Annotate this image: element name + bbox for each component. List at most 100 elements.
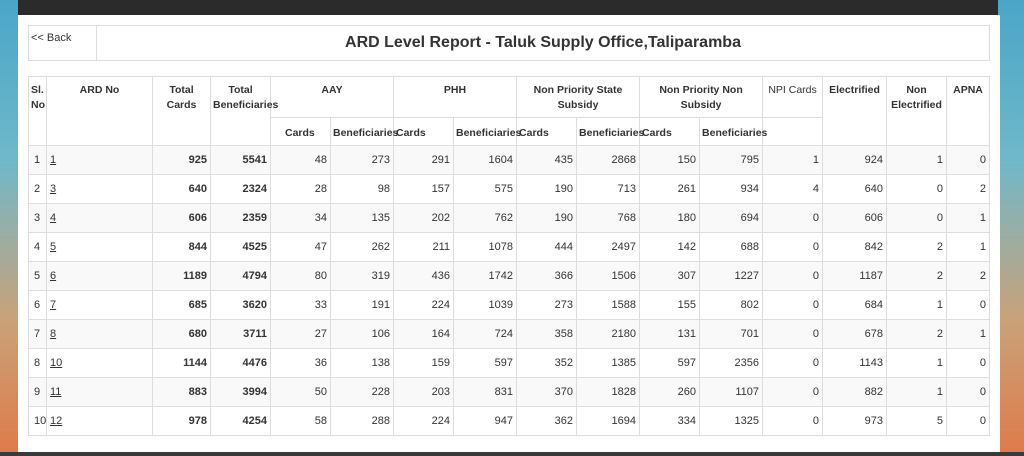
subheader-npns-cards: Cards — [639, 117, 701, 146]
ard-link[interactable]: 6 — [50, 270, 57, 282]
page-title: ARD Level Report - Taluk Supply Office,T… — [345, 34, 741, 51]
sl-no-cell: 7 — [28, 319, 47, 349]
total-beneficiaries-cell: 4525 — [210, 232, 271, 262]
phh-beneficiaries-cell: 575 — [452, 174, 518, 204]
ard-link[interactable]: 1 — [50, 154, 57, 166]
table-row: 3 4 606 2359 34 135 202 762 190 768 180 694 0 606 0 1 — [28, 203, 991, 233]
sl-no-cell: 6 — [28, 290, 47, 320]
aay-beneficiaries-cell: 288 — [330, 406, 394, 436]
subheader-phh-cards: Cards — [393, 117, 454, 146]
col-header-non-electrified: Non Electrified — [886, 76, 948, 146]
npi-cards-cell: 0 — [762, 261, 824, 291]
nps-beneficiaries-cell: 713 — [576, 174, 641, 204]
ard-link[interactable]: 8 — [50, 328, 57, 340]
electrified-cell: 684 — [822, 290, 888, 320]
total-cards-cell: 606 — [152, 203, 211, 233]
ard-link[interactable]: 11 — [50, 386, 62, 398]
non-electrified-cell: 1 — [886, 377, 948, 407]
phh-cards-cell: 157 — [393, 174, 454, 204]
phh-cards-cell: 164 — [393, 319, 454, 349]
npns-cards-cell: 150 — [639, 145, 701, 175]
phh-beneficiaries-cell: 947 — [452, 406, 518, 436]
aay-beneficiaries-cell: 273 — [330, 145, 394, 175]
table-row: 5 6 1189 4794 80 319 436 1742 366 1506 307 1227 0 118… — [28, 261, 991, 291]
ard-link[interactable]: 7 — [50, 299, 57, 311]
table-row: 6 7 685 3620 33 191 224 1039 273 1588 155 802 0 684 1 0 — [28, 290, 991, 320]
electrified-cell: 640 — [822, 174, 888, 204]
aay-cards-cell: 36 — [270, 348, 331, 378]
phh-beneficiaries-cell: 1078 — [452, 232, 518, 262]
npns-beneficiaries-cell: 1227 — [699, 261, 764, 291]
nps-cards-cell: 362 — [516, 406, 578, 436]
back-link[interactable]: << Back — [29, 26, 97, 60]
npns-beneficiaries-cell: 795 — [699, 145, 764, 175]
nps-beneficiaries-cell: 1506 — [576, 261, 641, 291]
npns-cards-cell: 142 — [639, 232, 701, 262]
nps-cards-cell: 370 — [516, 377, 578, 407]
ard-link[interactable]: 4 — [50, 212, 57, 224]
nps-cards-cell: 435 — [516, 145, 578, 175]
nps-beneficiaries-cell: 1588 — [576, 290, 641, 320]
non-electrified-cell: 2 — [886, 319, 948, 349]
npns-cards-cell: 261 — [639, 174, 701, 204]
total-beneficiaries-cell: 4794 — [210, 261, 271, 291]
phh-cards-cell: 224 — [393, 406, 454, 436]
nps-cards-cell: 352 — [516, 348, 578, 378]
table-row: 1 1 925 5541 48 273 291 1604 435 2868 150 795 1 924 1 0 — [28, 145, 991, 175]
npns-cards-cell: 307 — [639, 261, 701, 291]
aay-beneficiaries-cell: 319 — [330, 261, 394, 291]
apna-cell: 0 — [946, 145, 991, 175]
sl-no-cell: 9 — [28, 377, 47, 407]
nps-beneficiaries-cell: 2497 — [576, 232, 641, 262]
sl-no-cell: 2 — [28, 174, 47, 204]
aay-cards-cell: 34 — [270, 203, 331, 233]
report-panel: << Back ARD Level Report - Taluk Supply … — [18, 15, 1000, 456]
table-row: 9 11 883 3994 50 228 203 831 370 1828 260 1107 0 882 1… — [28, 377, 991, 407]
total-cards-cell: 1189 — [152, 261, 211, 291]
npi-cards-cell: 1 — [762, 145, 824, 175]
col-header-total-cards: Total Cards — [152, 76, 211, 146]
phh-cards-cell: 224 — [393, 290, 454, 320]
aay-cards-cell: 28 — [270, 174, 331, 204]
total-cards-cell: 925 — [152, 145, 211, 175]
apna-cell: 0 — [946, 290, 991, 320]
aay-beneficiaries-cell: 98 — [330, 174, 394, 204]
aay-beneficiaries-cell: 135 — [330, 203, 394, 233]
phh-beneficiaries-cell: 1742 — [452, 261, 518, 291]
aay-beneficiaries-cell: 191 — [330, 290, 394, 320]
aay-beneficiaries-cell: 106 — [330, 319, 394, 349]
col-header-npns: Non Priority Non Subsidy — [639, 76, 764, 118]
ard-no-cell: 8 — [46, 319, 153, 349]
aay-cards-cell: 47 — [270, 232, 331, 262]
ard-link[interactable]: 5 — [50, 241, 57, 253]
total-cards-cell: 685 — [152, 290, 211, 320]
aay-cards-cell: 48 — [270, 145, 331, 175]
ard-link[interactable]: 12 — [50, 415, 63, 427]
non-electrified-cell: 2 — [886, 261, 948, 291]
total-beneficiaries-cell: 3711 — [210, 319, 271, 349]
npi-cards-cell: 0 — [762, 232, 824, 262]
npns-cards-cell: 155 — [639, 290, 701, 320]
electrified-cell: 842 — [822, 232, 888, 262]
apna-cell: 0 — [946, 348, 991, 378]
npns-cards-cell: 334 — [639, 406, 701, 436]
ard-link[interactable]: 3 — [50, 183, 57, 195]
nps-beneficiaries-cell: 1828 — [576, 377, 641, 407]
col-header-electrified: Electrified — [822, 76, 888, 146]
subheader-npns-beneficiaries: Beneficiaries — [699, 117, 767, 146]
phh-cards-cell: 159 — [393, 348, 454, 378]
total-beneficiaries-cell: 5541 — [210, 145, 271, 175]
subheader-phh-beneficiaries: Beneficiaries — [452, 117, 521, 146]
non-electrified-cell: 1 — [886, 348, 948, 378]
phh-cards-cell: 202 — [393, 203, 454, 233]
phh-cards-cell: 203 — [393, 377, 454, 407]
aay-cards-cell: 27 — [270, 319, 331, 349]
ard-no-cell: 11 — [46, 377, 153, 407]
npns-beneficiaries-cell: 1325 — [699, 406, 764, 436]
ard-link[interactable]: 10 — [50, 357, 63, 369]
electrified-cell: 1143 — [822, 348, 888, 378]
col-header-ard-no: ARD No — [46, 76, 153, 146]
table-header-row: Sl. No ARD No Total Cards Total Benefici… — [28, 76, 991, 146]
total-beneficiaries-cell: 4476 — [210, 348, 271, 378]
total-beneficiaries-cell: 3620 — [210, 290, 271, 320]
